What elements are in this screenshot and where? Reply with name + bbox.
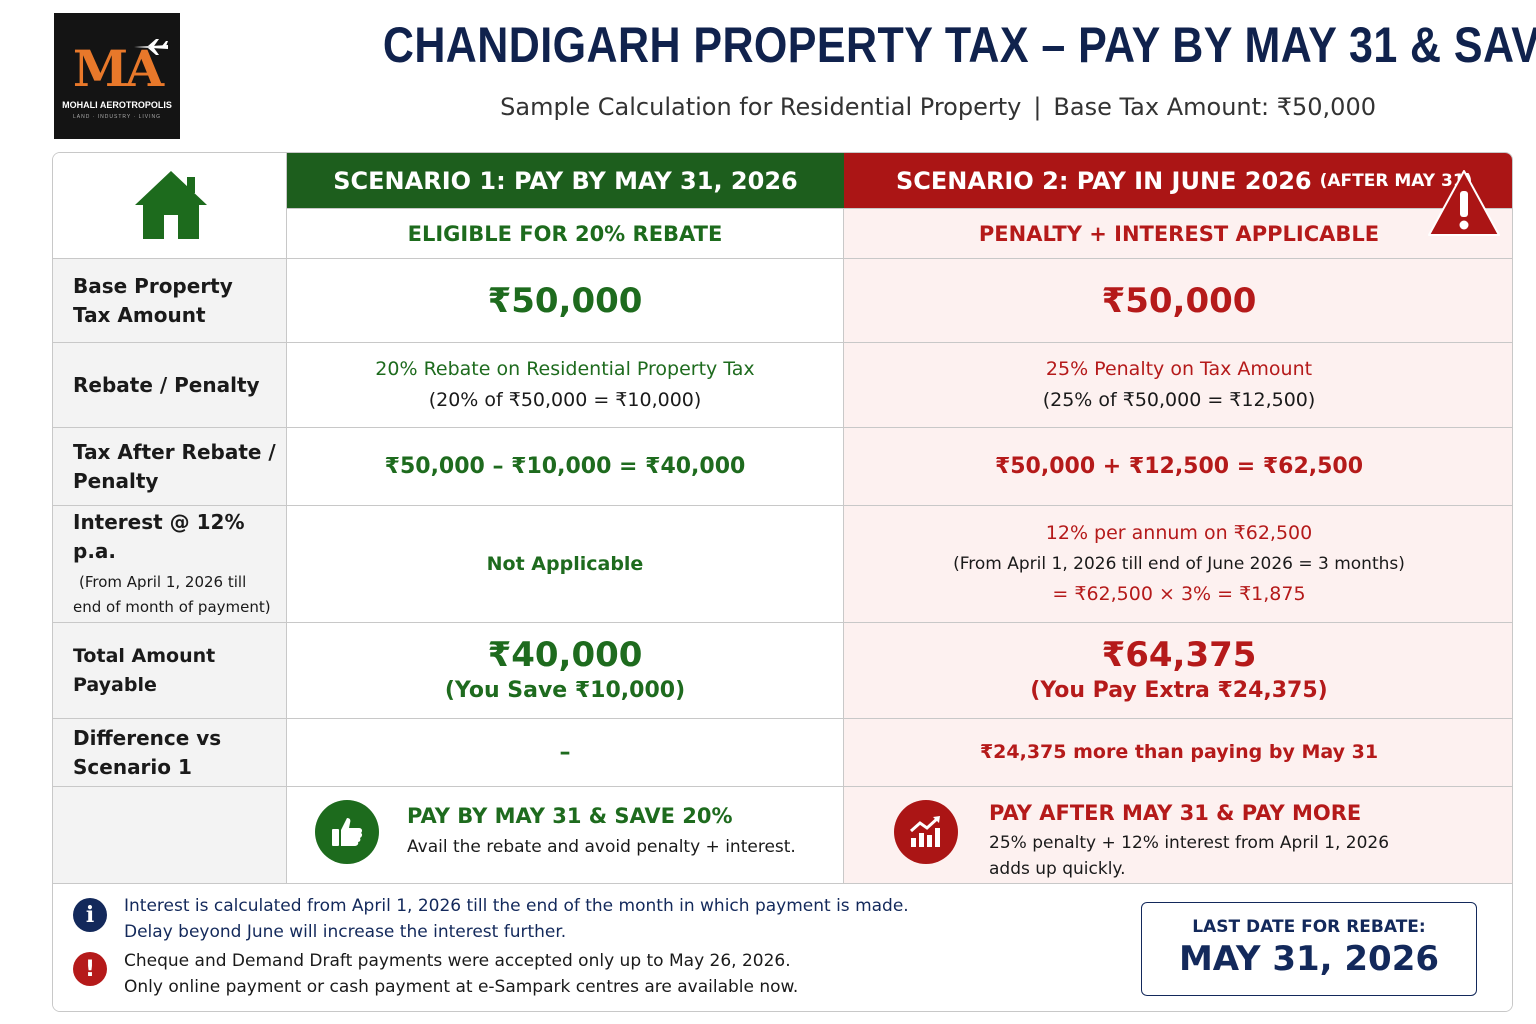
deadline-date: MAY 31, 2026 bbox=[1178, 939, 1440, 979]
alert-note-line: Cheque and Demand Draft payments were ac… bbox=[124, 951, 791, 971]
s1-interest-value: Not Applicable bbox=[486, 552, 644, 575]
s1-callout-body: Avail the rebate and avoid penalty + int… bbox=[407, 837, 796, 857]
scenario2-header-note: (AFTER MAY 31) bbox=[1319, 170, 1473, 191]
s2-base: ₹50,000 bbox=[844, 259, 1512, 342]
scenario2-header: SCENARIO 2: PAY IN JUNE 2026 (AFTER MAY 3… bbox=[844, 153, 1512, 208]
info-note-line: Interest is calculated from April 1, 202… bbox=[124, 896, 909, 916]
s1-callout-title: PAY BY MAY 31 & SAVE 20% bbox=[407, 804, 733, 828]
logo-tagline: LAND · INDUSTRY · LIVING bbox=[73, 114, 161, 120]
s1-total: ₹40,000 (You Save ₹10,000) bbox=[287, 623, 844, 718]
alert-note: Cheque and Demand Draft payments were ac… bbox=[124, 948, 798, 1000]
table-row-after: Tax After Rebate / Penalty ₹50,000 – ₹10… bbox=[53, 427, 1512, 505]
s2-callout: PAY AFTER MAY 31 & PAY MORE 25% penalty … bbox=[844, 787, 1512, 883]
s1-total-value: ₹40,000 bbox=[487, 634, 643, 675]
label-note-line: end of month of payment) bbox=[73, 598, 271, 616]
row-label-base: Base Property Tax Amount bbox=[53, 259, 287, 342]
s1-difference: – bbox=[287, 719, 844, 786]
table-row-interest: Interest @ 12% p.a. (From April 1, 2026 … bbox=[53, 505, 1512, 622]
brand-logo: MA MOHALI AEROTROPOLIS LAND · INDUSTRY ·… bbox=[54, 13, 180, 139]
deadline-label: LAST DATE FOR REBATE: bbox=[1192, 917, 1426, 937]
comparison-table: SCENARIO 1: PAY BY MAY 31, 2026 SCENARIO… bbox=[52, 152, 1513, 1012]
s2-interest-period: (From April 1, 2026 till end of June 202… bbox=[953, 554, 1405, 574]
label-note: (From April 1, 2026 till end of month of… bbox=[73, 570, 271, 620]
chart-up-icon bbox=[910, 816, 940, 847]
s2-total-value: ₹64,375 bbox=[1101, 634, 1257, 675]
label-note-line: (From April 1, 2026 till bbox=[79, 573, 247, 591]
s2-callout-title: PAY AFTER MAY 31 & PAY MORE bbox=[989, 801, 1362, 825]
label-line: Interest @ 12% p.a. bbox=[73, 510, 245, 563]
page-subtitle: Sample Calculation for Residential Prope… bbox=[200, 93, 1376, 121]
label-line: Rebate / Penalty bbox=[73, 372, 260, 397]
page-title: CHANDIGARH PROPERTY TAX – PAY BY MAY 31 … bbox=[382, 17, 1536, 73]
warning-icon bbox=[1428, 170, 1500, 236]
subtitle-left: Sample Calculation for Residential Prope… bbox=[500, 93, 1022, 121]
s1-callout: PAY BY MAY 31 & SAVE 20% Avail the rebat… bbox=[287, 787, 844, 883]
logo-mark: MA bbox=[72, 39, 164, 98]
label-line: Base Property bbox=[73, 273, 233, 298]
info-note-line: Delay beyond June will increase the inte… bbox=[124, 922, 567, 942]
label-line: Total Amount Payable bbox=[73, 644, 216, 696]
label-line: Tax Amount bbox=[73, 302, 206, 327]
row-label-total: Total Amount Payable bbox=[53, 623, 287, 718]
table-row-base: Base Property Tax Amount ₹50,000 ₹50,000 bbox=[53, 258, 1512, 342]
label-line: Scenario 1 bbox=[73, 754, 192, 779]
s2-difference-value: ₹24,375 more than paying by May 31 bbox=[979, 741, 1379, 763]
s2-base-value: ₹50,000 bbox=[1101, 280, 1257, 321]
s2-penalty-calc: (25% of ₹50,000 = ₹12,500) bbox=[1042, 389, 1316, 411]
s2-after-value: ₹50,000 + ₹12,500 = ₹62,500 bbox=[994, 453, 1364, 479]
scenario2-header-title: SCENARIO 2: PAY IN JUNE 2026 bbox=[896, 166, 1312, 195]
s1-rebate: 20% Rebate on Residential Property Tax (… bbox=[287, 343, 844, 427]
alert-note-line: Only online payment or cash payment at e… bbox=[124, 977, 799, 997]
s2-penalty: 25% Penalty on Tax Amount (25% of ₹50,00… bbox=[844, 343, 1512, 427]
scenario2-subheader: PENALTY + INTEREST APPLICABLE bbox=[844, 208, 1512, 258]
table-row-callouts: PAY BY MAY 31 & SAVE 20% Avail the rebat… bbox=[53, 786, 1512, 883]
thumbs-up-icon bbox=[332, 818, 363, 846]
s1-total-note: (You Save ₹10,000) bbox=[444, 677, 686, 703]
label-line: Tax After Rebate / bbox=[73, 439, 276, 464]
row-label-after: Tax After Rebate / Penalty bbox=[53, 428, 287, 505]
s2-after: ₹50,000 + ₹12,500 = ₹62,500 bbox=[844, 428, 1512, 505]
s2-total: ₹64,375 (You Pay Extra ₹24,375) bbox=[844, 623, 1512, 718]
s1-base-value: ₹50,000 bbox=[487, 280, 643, 321]
alert-icon: ! bbox=[73, 952, 107, 986]
s1-difference-value: – bbox=[559, 739, 571, 765]
s1-rebate-calc: (20% of ₹50,000 = ₹10,000) bbox=[428, 389, 702, 411]
s2-callout-body-line: adds up quickly. bbox=[989, 859, 1126, 879]
deadline-box: LAST DATE FOR REBATE: MAY 31, 2026 bbox=[1141, 902, 1477, 996]
table-row-rebate: Rebate / Penalty 20% Rebate on Residenti… bbox=[53, 342, 1512, 427]
s2-penalty-desc: 25% Penalty on Tax Amount bbox=[1045, 358, 1313, 380]
subtitle-separator: | bbox=[1033, 93, 1042, 121]
s1-interest: Not Applicable bbox=[287, 506, 844, 622]
label-line: Penalty bbox=[73, 468, 159, 493]
logo-name: MOHALI AEROTROPOLIS bbox=[62, 100, 172, 110]
thumbs-up-badge bbox=[315, 800, 379, 864]
plane-icon bbox=[134, 39, 168, 55]
s2-interest: 12% per annum on ₹62,500 (From April 1, … bbox=[844, 506, 1512, 622]
table-row-difference: Difference vs Scenario 1 – ₹24,375 more … bbox=[53, 718, 1512, 786]
info-note: Interest is calculated from April 1, 202… bbox=[124, 893, 909, 945]
row-label-empty bbox=[53, 787, 287, 883]
notes-section: i Interest is calculated from April 1, 2… bbox=[53, 883, 1512, 1011]
s2-interest-rate: 12% per annum on ₹62,500 bbox=[1045, 522, 1313, 544]
header-icon-cell bbox=[53, 153, 287, 258]
scenario1-header: SCENARIO 1: PAY BY MAY 31, 2026 bbox=[287, 153, 844, 208]
chart-up-badge bbox=[894, 800, 958, 864]
info-icon: i bbox=[73, 898, 107, 932]
s2-total-note: (You Pay Extra ₹24,375) bbox=[1030, 677, 1328, 703]
s1-base: ₹50,000 bbox=[287, 259, 844, 342]
row-label-rebate: Rebate / Penalty bbox=[53, 343, 287, 427]
scenario1-subheader: ELIGIBLE FOR 20% REBATE bbox=[287, 208, 844, 258]
house-icon bbox=[135, 171, 207, 239]
row-label-interest: Interest @ 12% p.a. (From April 1, 2026 … bbox=[53, 506, 287, 622]
s2-difference: ₹24,375 more than paying by May 31 bbox=[844, 719, 1512, 786]
s2-callout-body-line: 25% penalty + 12% interest from April 1,… bbox=[989, 833, 1390, 853]
s1-after-value: ₹50,000 – ₹10,000 = ₹40,000 bbox=[384, 453, 746, 479]
row-label-difference: Difference vs Scenario 1 bbox=[53, 719, 287, 786]
table-row-total: Total Amount Payable ₹40,000 (You Save ₹… bbox=[53, 622, 1512, 718]
subtitle-right: Base Tax Amount: ₹50,000 bbox=[1053, 93, 1376, 121]
s2-interest-calc: = ₹62,500 × 3% = ₹1,875 bbox=[1052, 583, 1306, 605]
s1-after: ₹50,000 – ₹10,000 = ₹40,000 bbox=[287, 428, 844, 505]
label-line: Difference vs bbox=[73, 725, 222, 750]
s1-rebate-desc: 20% Rebate on Residential Property Tax bbox=[375, 358, 755, 380]
